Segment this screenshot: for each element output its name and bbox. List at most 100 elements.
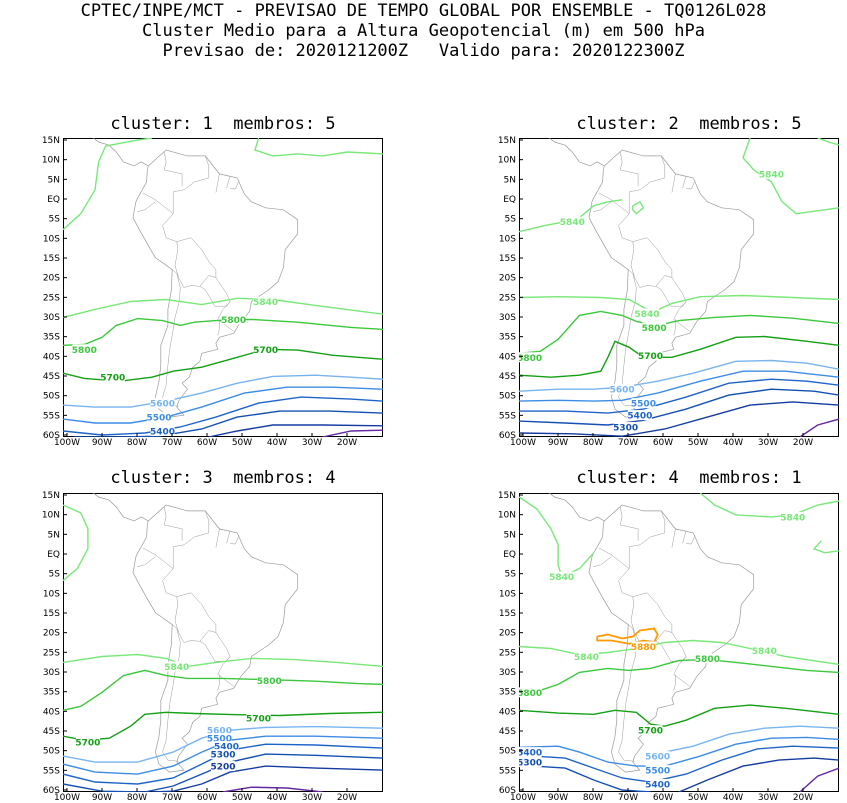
y-tick-label: 55S (499, 411, 516, 421)
contour-label-bg (519, 757, 542, 768)
contour-label-bg (207, 725, 232, 736)
contour-line-5840 (519, 496, 595, 578)
contour-label: 5840 (752, 647, 777, 657)
contour-label-bg (214, 741, 239, 752)
country-border (162, 532, 209, 597)
x-tick-label: 100W (54, 438, 80, 448)
country-border (660, 155, 666, 178)
country-border (671, 528, 676, 548)
contour-label: 5300 (517, 759, 542, 769)
country-border (671, 173, 676, 193)
contour-label-bg (638, 350, 663, 361)
contour-line-5300 (63, 753, 383, 792)
contour-label: 5700 (638, 352, 663, 362)
panel-3-title: cluster: 3 membros: 4 (110, 468, 336, 488)
contour-line-5840 (699, 493, 839, 518)
central-america-coast (92, 138, 149, 167)
contour-label-bg (759, 168, 784, 179)
y-tick-label: 10S (499, 589, 516, 599)
x-tick-label: 60W (653, 793, 673, 803)
country-border (142, 547, 174, 569)
country-border (618, 624, 637, 762)
x-tick-label: 20W (337, 793, 357, 803)
contour-label: 5840 (780, 513, 805, 523)
x-tick-label: 60W (653, 438, 673, 448)
contour-line-5600 (63, 374, 383, 408)
contour-label-bg (645, 765, 670, 776)
country-border (162, 177, 209, 242)
country-border (215, 528, 220, 548)
y-tick-label: 20S (43, 629, 60, 639)
y-tick-label: 15S (499, 254, 516, 264)
y-tick-label: 10N (498, 511, 516, 521)
country-border (204, 155, 210, 178)
country-border (215, 173, 220, 193)
contour-label-bg (627, 410, 652, 421)
contour-label: 5400 (627, 412, 652, 422)
contour-label-bg (519, 747, 542, 758)
contour-label: 5800 (695, 655, 720, 665)
x-tick-label: 60W (197, 793, 217, 803)
contour-line-5200 (208, 424, 383, 437)
y-tick-label: 15N (498, 136, 516, 146)
header-subtitle: Cluster Medio para a Altura Geopotencial… (142, 21, 705, 41)
country-border (217, 319, 220, 336)
contour-label-bg (642, 322, 667, 333)
country-border (230, 535, 240, 545)
coastline (588, 504, 755, 773)
x-tick-label: 40W (267, 793, 287, 803)
coastline (132, 504, 299, 773)
country-border (632, 592, 690, 687)
country-border (226, 175, 231, 189)
country-border (136, 201, 156, 213)
contour-label: 5300 (613, 424, 638, 434)
contour-line-5600 (63, 725, 383, 763)
contour-label: 5800 (257, 677, 282, 687)
x-tick-label: 80W (127, 793, 147, 803)
country-border (620, 506, 639, 541)
contour-line-5840 (742, 138, 839, 215)
y-tick-label: 45S (43, 372, 60, 382)
y-tick-label: 35S (499, 688, 516, 698)
y-tick-label: 5N (504, 175, 516, 185)
contour-line-5840 (63, 504, 89, 582)
contour-label-bg (613, 422, 638, 433)
panel-2-map (519, 138, 839, 437)
contour-line-5840 (632, 200, 645, 215)
contour-line-5700 (63, 711, 383, 741)
contour-label: 5600 (207, 727, 232, 737)
coastline (588, 149, 755, 418)
contour-label: 5800 (642, 324, 667, 334)
contour-line-5700 (519, 704, 839, 727)
y-tick-label: 45S (499, 372, 516, 382)
x-tick-label: 20W (337, 438, 357, 448)
contour-label: 5840 (759, 170, 784, 180)
x-tick-label: 40W (723, 438, 743, 448)
country-border (230, 180, 240, 190)
y-tick-label: EQ (503, 195, 516, 205)
x-tick-label: 20W (793, 793, 813, 803)
x-tick-label: 50W (232, 438, 252, 448)
country-border (618, 177, 665, 242)
contour-line-5840 (63, 138, 152, 231)
contour-label: 5500 (146, 414, 171, 424)
contour-label-bg (150, 426, 175, 437)
country-border (655, 641, 687, 662)
central-america-coast (548, 493, 605, 522)
y-tick-label: 40S (43, 352, 60, 362)
contour-label: 5700 (638, 727, 663, 737)
contour-line-5840 (254, 138, 383, 157)
y-tick-label: 5N (48, 175, 60, 185)
panel-1-title: cluster: 1 membros: 5 (110, 114, 336, 134)
contour-line-5500 (519, 370, 839, 402)
contour-label-bg (207, 733, 232, 744)
y-tick-label: 25S (499, 648, 516, 658)
y-tick-label: 20S (499, 274, 516, 284)
country-border (204, 510, 210, 533)
contour-label-bg (100, 372, 125, 383)
x-tick-label: 50W (688, 438, 708, 448)
country-border (226, 530, 231, 544)
contour-label-bg (75, 737, 100, 748)
x-tick-label: 80W (583, 793, 603, 803)
